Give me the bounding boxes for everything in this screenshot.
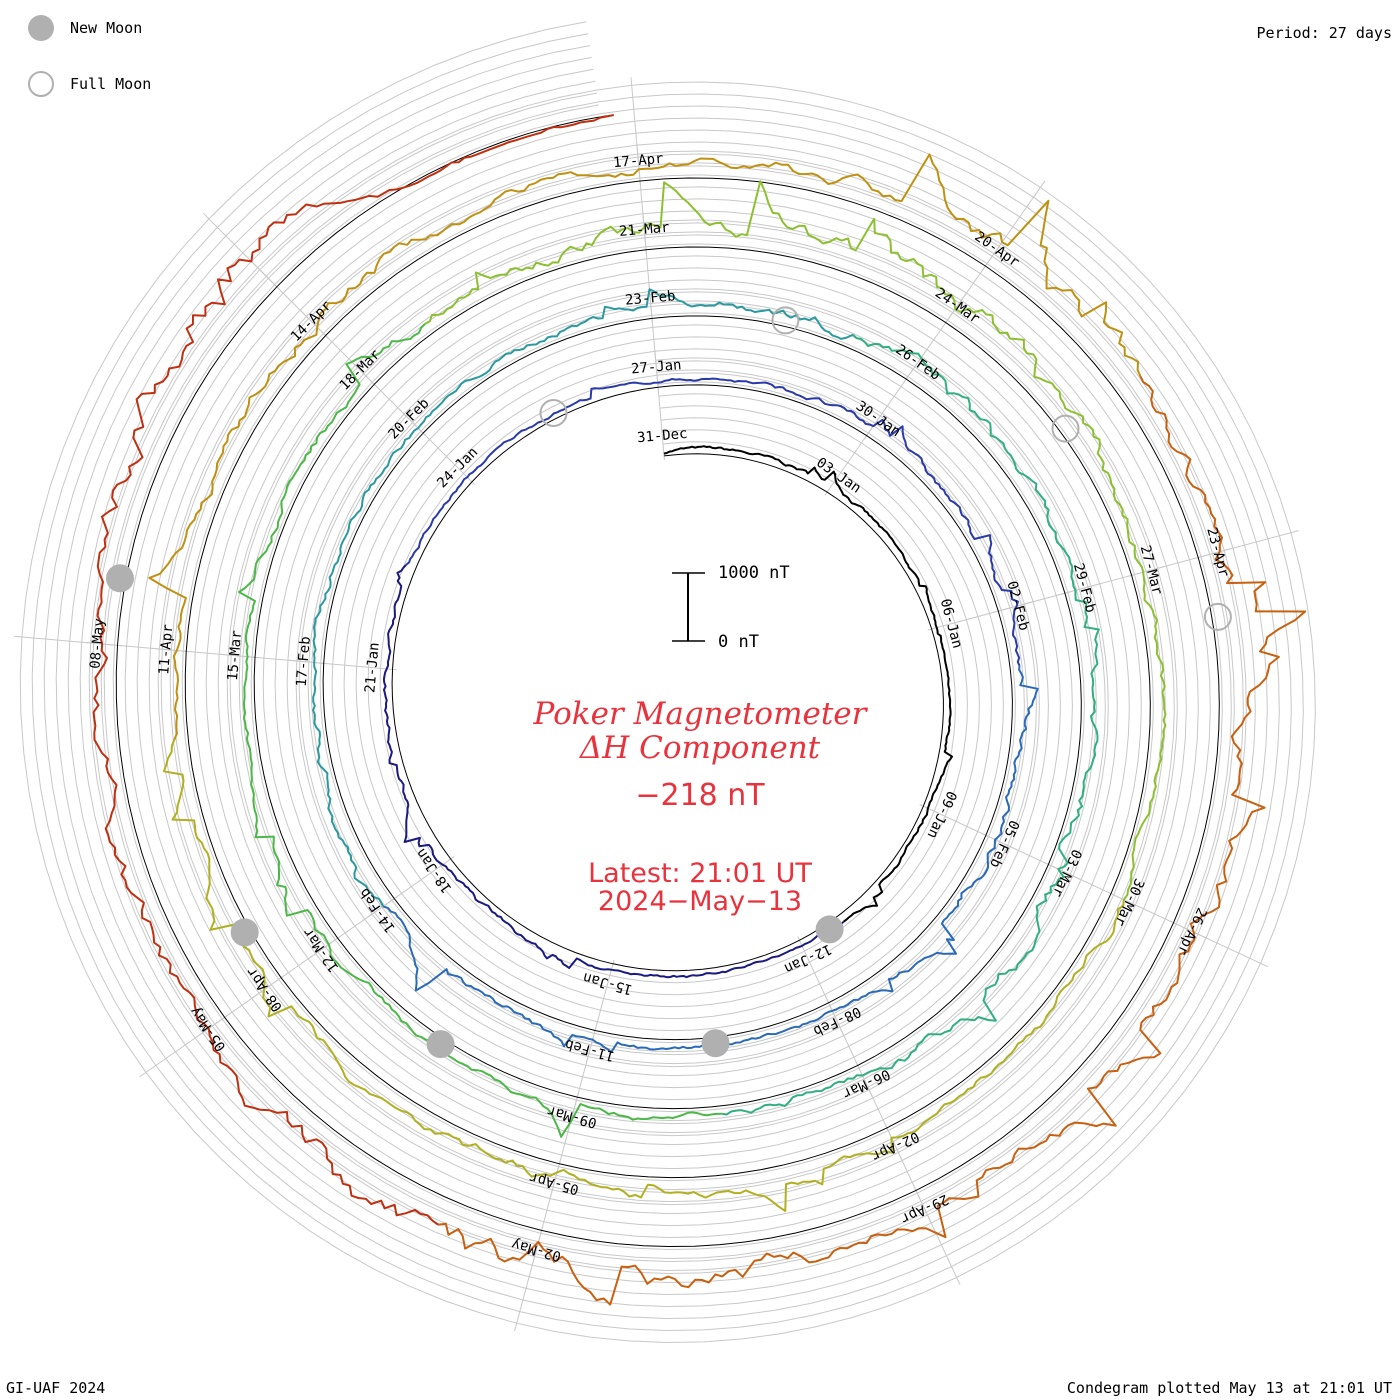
radial-tick (1194, 530, 1299, 559)
new-moon-marker-0 (815, 915, 844, 944)
footer-credit: GI-UAF 2024 (6, 1379, 106, 1397)
new-moon-marker-3 (230, 918, 259, 947)
radial-tick (514, 1226, 544, 1332)
date-label: 17-Feb (294, 636, 314, 688)
date-label: 27-Mar (1137, 544, 1166, 597)
date-label: 23-Apr (1203, 526, 1232, 579)
legend-new-moon: New Moon (28, 15, 142, 41)
new-moon-icon (28, 15, 54, 41)
date-label: 31-Dec (636, 426, 688, 446)
trace-segment-8 (162, 739, 1125, 1212)
date-label: 03-Mar (1049, 847, 1085, 900)
new-moon-marker-4 (106, 564, 134, 593)
legend-full-moon-label: Full Moon (70, 75, 152, 93)
date-label: 29-Apr (898, 1191, 951, 1227)
new-moon-marker-1 (701, 1029, 730, 1058)
guide-spiral-1 (91, 92, 1244, 1272)
date-label: 05-May (187, 1003, 229, 1054)
scale-top-label: 1000 nT (718, 563, 790, 583)
date-label: 21-Jan (362, 642, 382, 694)
date-label: 08-May (87, 618, 107, 670)
guide-spiral-2 (79, 80, 1256, 1284)
date-label: 12-Mar (300, 924, 342, 975)
date-label: 12-Jan (781, 940, 834, 976)
current-value: −218 nT (635, 778, 765, 813)
period-label: Period: 27 days (1256, 24, 1392, 42)
date-label: 06-Mar (840, 1066, 893, 1102)
new-moon-marker-2 (426, 1030, 455, 1059)
title-line-2: ΔH Component (579, 730, 821, 766)
latest-date: 2024−May−13 (597, 886, 803, 917)
trace-segment-11 (92, 114, 615, 1226)
date-label: 17-Apr (612, 151, 664, 171)
trace-segment-1 (382, 564, 845, 979)
guide-spiral-5 (43, 45, 1292, 1320)
baseline-spiral (115, 115, 1220, 1248)
latest-time: Latest: 21:01 UT (588, 858, 812, 889)
scale-bar (672, 572, 705, 642)
trace-segment-2 (405, 377, 1021, 667)
guide-spiral-3 (67, 68, 1268, 1296)
guide-spiral-4 (55, 56, 1280, 1308)
trace-segment-3 (382, 665, 1039, 1054)
trace-segment-10 (437, 375, 1307, 1306)
baseline-spiral-path (115, 115, 1220, 1248)
radial-tick (913, 1186, 961, 1285)
radial-tick (1169, 920, 1269, 968)
full-moon-marker-1 (771, 306, 800, 335)
trace-segment-6 (238, 323, 722, 1138)
latest-timestamp: Latest: 21:01 UT 2024−May−13 (440, 860, 960, 916)
trace-segment-0 (663, 445, 953, 923)
date-label: 30-Mar (1111, 876, 1147, 929)
guide-spiral-7 (19, 21, 1316, 1344)
date-label: 21-Mar (618, 220, 670, 240)
full-moon-marker-2 (1051, 414, 1080, 443)
date-label: 20-Apr (971, 229, 1022, 271)
date-label: 05-Feb (986, 817, 1022, 870)
trace-segment-4 (312, 288, 854, 907)
date-label: 03-Jan (813, 455, 864, 497)
trace-segment-5 (721, 333, 1100, 1116)
chart-title: Poker Magnetometer ΔH Component (440, 697, 960, 765)
trace-segment-7 (424, 180, 1167, 901)
date-label: 14-Feb (357, 885, 399, 936)
date-label: 26-Feb (892, 342, 943, 384)
date-label: 02-Apr (869, 1128, 922, 1164)
full-moon-marker-0 (539, 399, 568, 427)
date-label: 23-Feb (624, 288, 676, 308)
moon-markers (106, 306, 1232, 1059)
radial-tick (13, 635, 122, 647)
date-label: 08-Apr (244, 964, 286, 1015)
radial-tick (982, 180, 1046, 270)
grid-layer (13, 21, 1316, 1344)
date-label: 27-Jan (630, 357, 682, 377)
full-moon-marker-3 (1203, 602, 1232, 631)
date-label: 24-Mar (932, 285, 983, 327)
date-label: 02-Feb (1003, 579, 1032, 632)
date-label: 15-Mar (225, 630, 245, 682)
footer-plotted: Condegram plotted May 13 at 21:01 UT (1066, 1379, 1392, 1397)
radial-tick (630, 77, 641, 185)
trace-layer (92, 114, 1307, 1306)
title-line-1: Poker Magnetometer (533, 696, 867, 732)
guide-spiral-6 (31, 33, 1304, 1332)
date-label: 11-Apr (156, 624, 176, 676)
date-label: 09-Mar (546, 1102, 599, 1131)
scale-bottom-label: 0 nT (718, 632, 759, 652)
date-label: 26-Apr (1174, 905, 1210, 958)
legend-new-moon-label: New Moon (70, 19, 143, 37)
full-moon-icon (28, 71, 54, 97)
radial-tick (139, 1014, 229, 1078)
trace-segment-9 (148, 153, 1142, 741)
legend-full-moon: Full Moon (28, 71, 151, 97)
radial-tick (202, 212, 280, 290)
